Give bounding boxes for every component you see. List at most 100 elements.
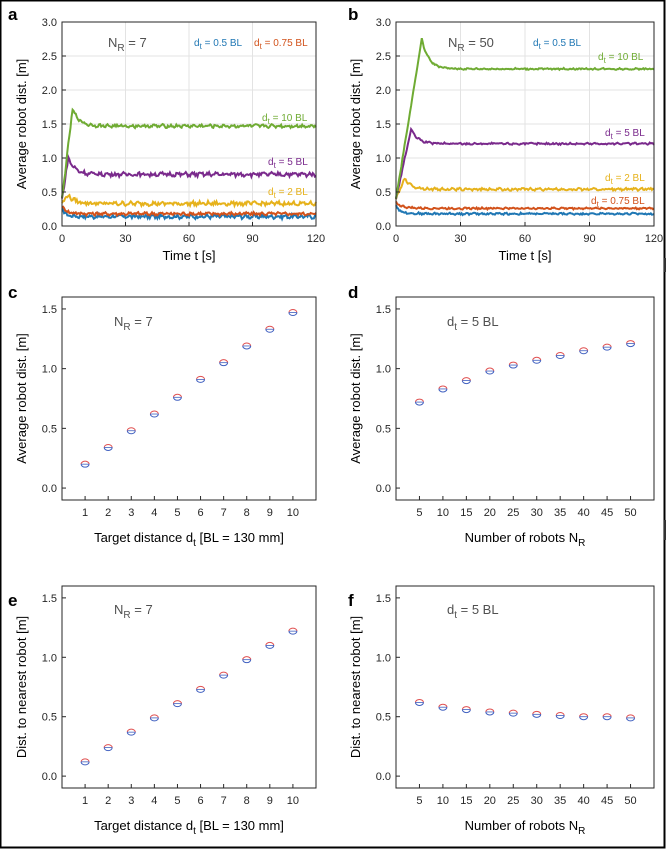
- x-tick-label: 60: [519, 233, 531, 245]
- y-tick-label: 1.5: [42, 304, 57, 316]
- panel-letter: a: [8, 5, 18, 24]
- y-axis-label: Average robot dist. [m]: [348, 59, 363, 190]
- data-point-upper: [555, 352, 565, 356]
- data-point-upper: [414, 698, 424, 703]
- panel-letter: f: [348, 591, 354, 610]
- y-tick-label: 0.5: [376, 187, 391, 199]
- panel-letter: e: [8, 591, 17, 610]
- series-label-d2: dt = 2 BL: [268, 187, 308, 200]
- x-tick-label: 60: [183, 233, 195, 245]
- x-tick-label: 10: [287, 507, 299, 519]
- series-label-d075: dt = 0.75 BL: [254, 38, 308, 51]
- data-point-lower: [461, 380, 471, 385]
- panel-annotation: dt = 5 BL: [447, 314, 499, 333]
- panel-d: 5 10 15 20 25 30 35 40 45 50 0.0 0.5 1.0 1.5 Average r…: [348, 283, 655, 549]
- y-tick-label: 1.0: [42, 364, 57, 376]
- y-axis-label: Average robot dist. [m]: [14, 59, 29, 190]
- x-tick-label: 5: [174, 795, 180, 807]
- data-point-lower: [126, 430, 136, 435]
- x-tick-label: 15: [460, 507, 472, 519]
- y-tick-label: 1.5: [376, 593, 391, 605]
- panel-annotation: NR = 7: [114, 314, 153, 333]
- data-point-upper: [438, 703, 448, 708]
- x-tick-label: 40: [578, 795, 590, 807]
- data-point-lower: [602, 716, 612, 721]
- x-tick-label: 8: [244, 507, 250, 519]
- y-axis-label: Dist. to nearest robot [m]: [14, 616, 29, 758]
- panel-annotation: NR = 7: [108, 35, 147, 54]
- y-tick-label: 0.0: [42, 483, 57, 495]
- x-tick-label: 5: [416, 507, 422, 519]
- data-point-lower: [508, 364, 518, 369]
- x-tick-label: 3: [128, 507, 134, 519]
- axes-frame: [395, 296, 655, 501]
- data-point-lower: [80, 464, 90, 468]
- data-point-upper: [438, 385, 448, 390]
- y-tick-label: 0.0: [42, 221, 57, 233]
- data-point-lower: [485, 370, 495, 375]
- data-point-upper: [461, 377, 471, 381]
- y-tick-label: 1.5: [42, 119, 57, 131]
- data-point-lower: [149, 717, 159, 722]
- x-axis-label: Time t [s]: [163, 248, 216, 263]
- x-axis-label: Number of robots NR: [465, 818, 586, 837]
- panel-f: 5 10 15 20 25 30 35 40 45 50 0.0 0.5 1.0 1.5 Dist. to …: [348, 585, 655, 837]
- x-axis-label: Number of robots NR: [465, 530, 586, 549]
- data-point-lower: [265, 329, 275, 333]
- plot-area: [396, 297, 654, 500]
- x-tick-label: 5: [416, 795, 422, 807]
- x-tick-label: 2: [105, 507, 111, 519]
- x-tick-label: 50: [624, 795, 636, 807]
- series-line-d075: [61, 205, 317, 218]
- data-point-upper: [602, 343, 612, 348]
- data-point-upper: [579, 713, 589, 717]
- data-point-lower: [602, 347, 612, 351]
- y-tick-label: 0.5: [42, 423, 57, 435]
- data-point-lower: [219, 674, 229, 679]
- data-point-lower: [626, 717, 636, 722]
- y-tick-label: 0.0: [376, 771, 391, 783]
- data-point-upper: [80, 758, 90, 762]
- data-point-upper: [508, 709, 518, 714]
- series-label-d5: dt = 5 BL: [605, 128, 645, 141]
- x-tick-label: 1: [82, 795, 88, 807]
- data-point-lower: [414, 702, 424, 706]
- panel-e: 1 2 3 4 5 6 7 8 9 10 0.0 0.5 1.0 1.5 Dist. to nearest …: [8, 585, 317, 837]
- x-tick-label: 7: [221, 507, 227, 519]
- panel-a: dt = 0.5 BL dt = 0.75 BL dt = 10 BL dt = 5 …: [8, 5, 325, 263]
- x-tick-label: 4: [151, 795, 157, 807]
- data-point-lower: [126, 732, 136, 736]
- y-tick-label: 1.0: [376, 364, 391, 376]
- data-point-upper: [196, 685, 206, 690]
- y-tick-label: 1.5: [376, 119, 391, 131]
- series-line-d05: [395, 204, 655, 217]
- data-point-upper: [485, 367, 495, 372]
- data-point-upper: [579, 347, 589, 351]
- x-tick-label: 40: [578, 507, 590, 519]
- data-point-lower: [172, 703, 182, 708]
- x-tick-label: 90: [583, 233, 595, 245]
- y-tick-label: 0.5: [42, 187, 57, 199]
- panel-b: dt = 0.5 BL dt = 10 BL dt = 5 BL dt = 2 BL d…: [348, 5, 663, 263]
- data-point-lower: [508, 713, 518, 717]
- axes-frame: [61, 296, 317, 501]
- panel-annotation: NR = 7: [114, 602, 153, 621]
- x-tick-label: 0: [393, 233, 399, 245]
- y-tick-label: 0.0: [376, 483, 391, 495]
- data-point-lower: [485, 711, 495, 716]
- series-line-d075: [395, 200, 655, 212]
- plot-area: [62, 297, 316, 500]
- panel-letter: c: [8, 283, 17, 302]
- data-point-upper: [288, 627, 298, 632]
- series-label-d2: dt = 2 BL: [605, 173, 645, 186]
- x-tick-label: 120: [645, 233, 663, 245]
- panel-letter: b: [348, 5, 358, 24]
- x-tick-label: 9: [267, 507, 273, 519]
- x-tick-label: 30: [454, 233, 466, 245]
- x-tick-label: 6: [197, 507, 203, 519]
- data-point-upper: [532, 356, 542, 361]
- y-tick-label: 2.5: [42, 51, 57, 63]
- data-point-lower: [626, 343, 636, 348]
- data-point-lower: [242, 345, 252, 350]
- y-tick-label: 0.5: [376, 423, 391, 435]
